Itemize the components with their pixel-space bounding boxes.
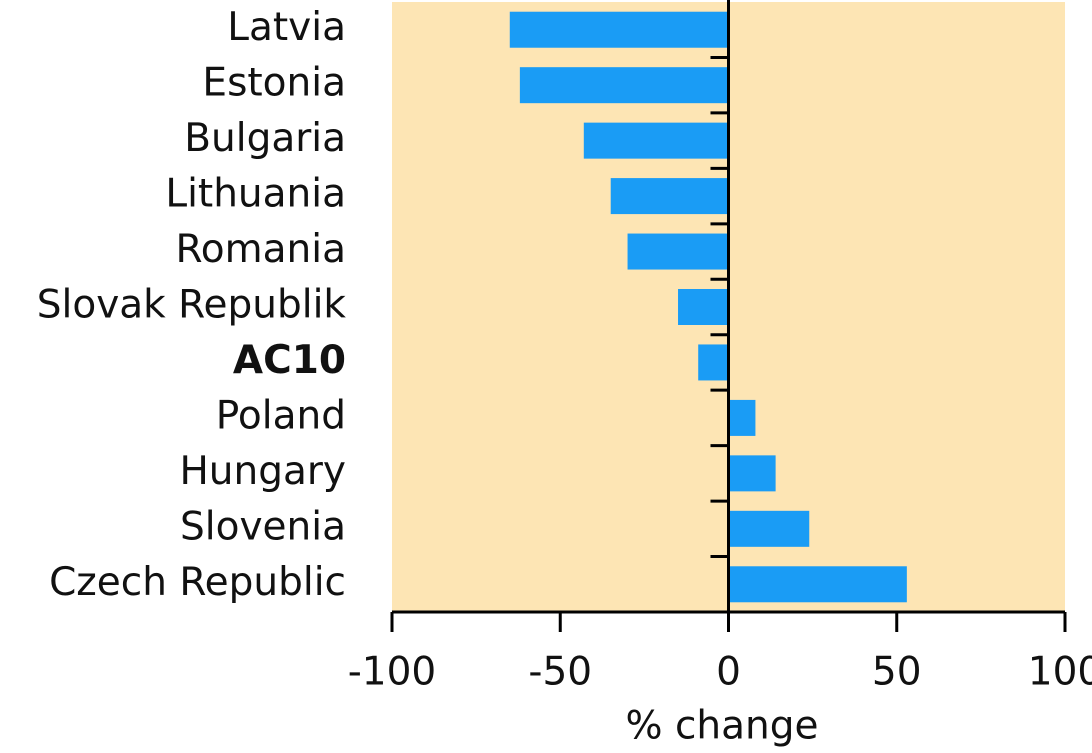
- x-tick-label: 50: [872, 650, 922, 695]
- bar: [509, 11, 729, 48]
- y-tick-label: Slovenia: [180, 504, 346, 549]
- bar: [519, 67, 729, 104]
- y-tick-label: Estonia: [202, 61, 346, 106]
- x-tick-label: -100: [348, 650, 437, 695]
- bar: [728, 455, 776, 492]
- y-tick-label: Poland: [216, 393, 346, 438]
- y-tick-label: Bulgaria: [184, 116, 346, 161]
- y-tick-label: Romania: [175, 227, 346, 272]
- x-axis-label: % change: [626, 704, 819, 749]
- y-tick-label: Hungary: [179, 449, 346, 494]
- y-tick-label: Lithuania: [165, 172, 346, 217]
- y-tick-label: AC10: [233, 338, 346, 383]
- bar: [627, 233, 729, 270]
- bar: [728, 510, 810, 547]
- bar: [728, 399, 756, 436]
- x-tick-label: 0: [716, 650, 741, 695]
- bar: [678, 289, 729, 325]
- bar: [728, 566, 907, 603]
- y-tick-label: Latvia: [227, 5, 346, 50]
- bar: [610, 178, 729, 215]
- y-tick-label: Czech Republic: [49, 560, 346, 605]
- x-tick-label: 100: [1028, 650, 1092, 695]
- bar: [583, 122, 729, 159]
- x-tick-label: -50: [528, 650, 592, 695]
- bar: [698, 344, 729, 381]
- y-tick-label: Slovak Republik: [37, 283, 347, 328]
